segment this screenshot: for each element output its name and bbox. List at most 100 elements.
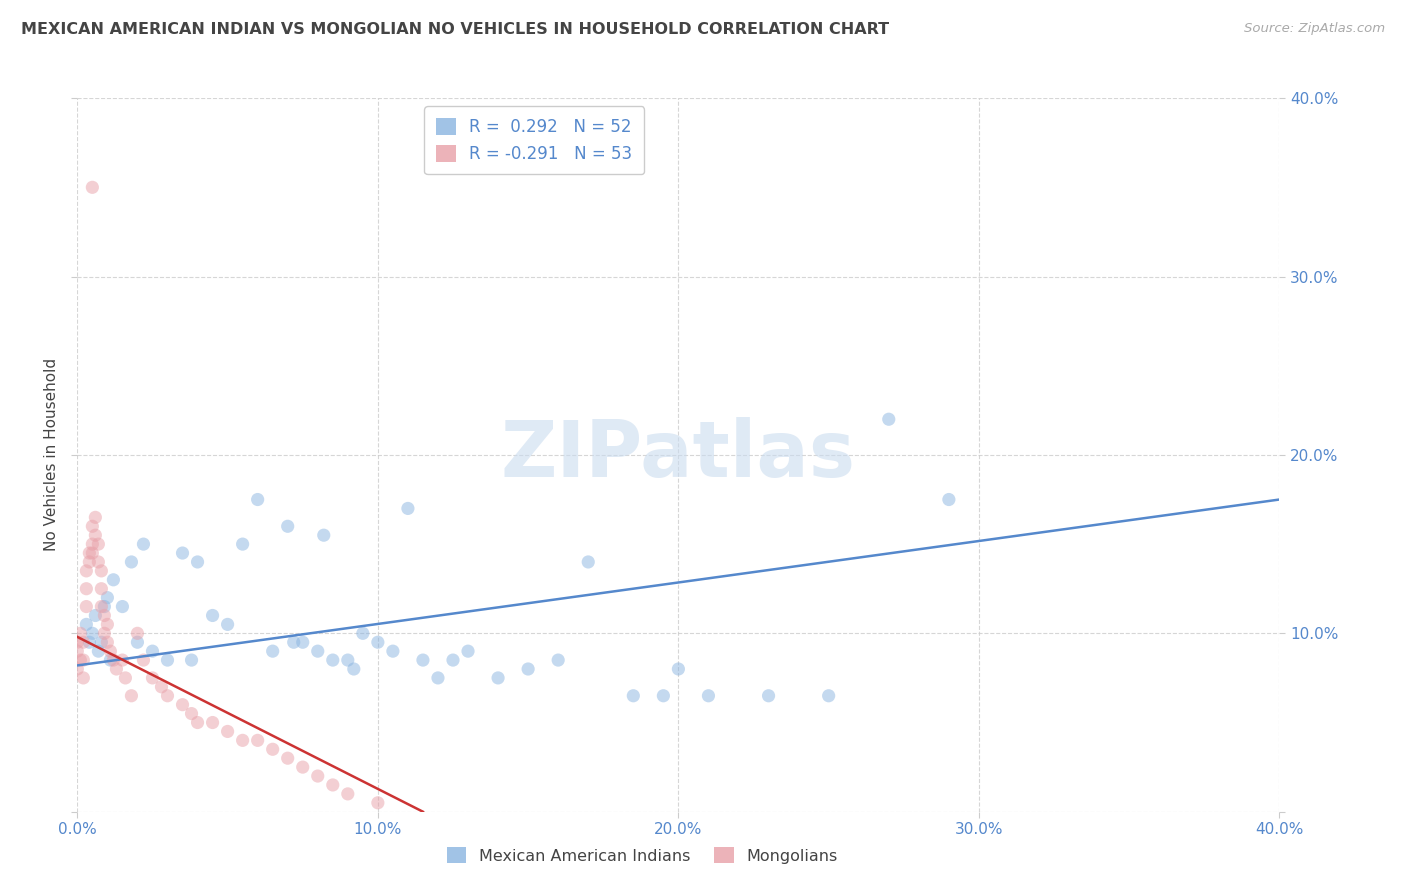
Point xyxy=(367,635,389,649)
Point xyxy=(367,796,389,810)
Point xyxy=(84,528,107,542)
Point xyxy=(172,698,194,712)
Point xyxy=(87,537,110,551)
Point xyxy=(817,689,839,703)
Point xyxy=(90,564,112,578)
Point xyxy=(312,528,335,542)
Point xyxy=(75,564,97,578)
Point xyxy=(114,671,136,685)
Point xyxy=(120,689,142,703)
Point xyxy=(82,546,104,560)
Point xyxy=(84,608,107,623)
Point xyxy=(66,662,89,676)
Point xyxy=(111,599,134,614)
Point xyxy=(72,653,94,667)
Point xyxy=(322,653,344,667)
Point xyxy=(93,608,115,623)
Point xyxy=(547,653,569,667)
Point xyxy=(79,546,101,560)
Point xyxy=(66,635,89,649)
Legend: Mexican American Indians, Mongolians: Mexican American Indians, Mongolians xyxy=(439,839,845,871)
Point xyxy=(652,689,675,703)
Point xyxy=(103,573,125,587)
Point xyxy=(69,626,91,640)
Point xyxy=(141,671,163,685)
Text: Source: ZipAtlas.com: Source: ZipAtlas.com xyxy=(1244,22,1385,36)
Point xyxy=(79,635,101,649)
Point xyxy=(441,653,464,667)
Point xyxy=(87,555,110,569)
Point xyxy=(96,591,118,605)
Text: MEXICAN AMERICAN INDIAN VS MONGOLIAN NO VEHICLES IN HOUSEHOLD CORRELATION CHART: MEXICAN AMERICAN INDIAN VS MONGOLIAN NO … xyxy=(21,22,889,37)
Point xyxy=(217,724,239,739)
Point xyxy=(668,662,690,676)
Point xyxy=(72,671,94,685)
Point xyxy=(232,537,254,551)
Point xyxy=(262,644,284,658)
Point xyxy=(877,412,900,426)
Point xyxy=(217,617,239,632)
Point xyxy=(180,653,202,667)
Point xyxy=(307,644,329,658)
Point xyxy=(96,617,118,632)
Point xyxy=(93,626,115,640)
Point xyxy=(187,555,209,569)
Point xyxy=(100,644,122,658)
Point xyxy=(75,617,97,632)
Point xyxy=(100,653,122,667)
Point xyxy=(576,555,599,569)
Point xyxy=(343,662,366,676)
Point xyxy=(72,635,94,649)
Point xyxy=(232,733,254,747)
Point xyxy=(277,519,299,533)
Point xyxy=(381,644,404,658)
Point xyxy=(127,635,149,649)
Point xyxy=(246,492,269,507)
Point xyxy=(105,662,128,676)
Point xyxy=(141,644,163,658)
Point xyxy=(517,662,540,676)
Point xyxy=(111,653,134,667)
Point xyxy=(621,689,644,703)
Point xyxy=(90,635,112,649)
Point xyxy=(90,582,112,596)
Point xyxy=(82,180,104,194)
Point xyxy=(82,537,104,551)
Point xyxy=(262,742,284,756)
Point xyxy=(457,644,479,658)
Point xyxy=(758,689,780,703)
Point xyxy=(120,555,142,569)
Point xyxy=(396,501,419,516)
Point xyxy=(79,555,101,569)
Point xyxy=(93,599,115,614)
Point xyxy=(336,653,359,667)
Point xyxy=(412,653,434,667)
Point xyxy=(150,680,173,694)
Point xyxy=(322,778,344,792)
Point xyxy=(75,599,97,614)
Point xyxy=(87,644,110,658)
Point xyxy=(82,626,104,640)
Point xyxy=(127,626,149,640)
Point xyxy=(132,653,155,667)
Text: ZIPatlas: ZIPatlas xyxy=(501,417,856,493)
Point xyxy=(156,689,179,703)
Point xyxy=(84,510,107,524)
Point xyxy=(96,635,118,649)
Point xyxy=(291,760,314,774)
Point xyxy=(336,787,359,801)
Point xyxy=(90,599,112,614)
Point xyxy=(938,492,960,507)
Point xyxy=(246,733,269,747)
Point xyxy=(697,689,720,703)
Point xyxy=(180,706,202,721)
Point xyxy=(172,546,194,560)
Point xyxy=(69,653,91,667)
Point xyxy=(66,644,89,658)
Point xyxy=(283,635,305,649)
Point xyxy=(132,537,155,551)
Point xyxy=(201,715,224,730)
Point xyxy=(352,626,374,640)
Point xyxy=(201,608,224,623)
Point xyxy=(82,519,104,533)
